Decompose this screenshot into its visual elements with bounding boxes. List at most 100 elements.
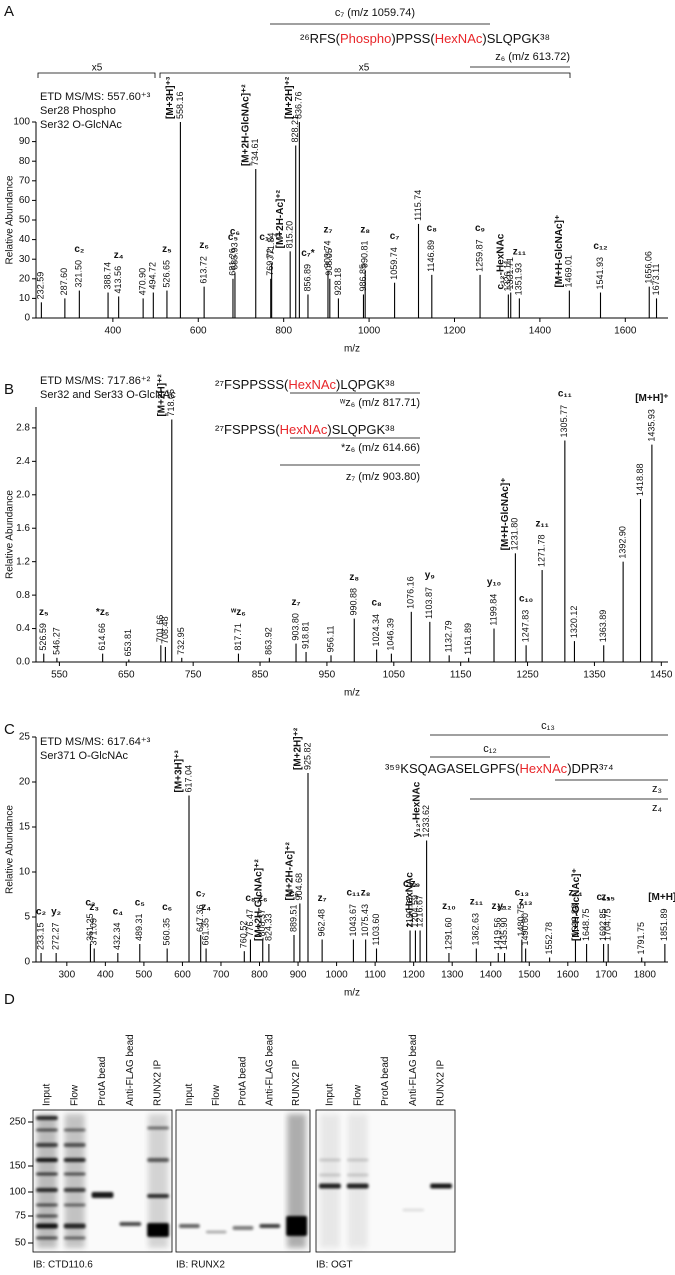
band: [147, 1223, 169, 1237]
ion-label: c₉: [475, 223, 485, 234]
peak-label: 232.59: [36, 272, 46, 300]
lane-label: RUNX2 IP: [436, 1060, 447, 1106]
peak-label: 776.47: [245, 909, 255, 937]
band: [147, 1194, 169, 1198]
x-tick-label: 1200: [403, 970, 426, 981]
peak-label: 1362.63: [471, 913, 481, 946]
x-tick-label: 700: [213, 970, 230, 981]
sequence-part: )DPR³⁷⁴: [567, 761, 613, 776]
ion-label: z₁₀: [442, 901, 456, 912]
peak-label: 734.61: [250, 139, 260, 167]
peak-label: 817.71: [233, 623, 243, 651]
y-axis-label: Relative Abundance: [5, 490, 16, 579]
ion-label: z₁₃: [519, 897, 533, 908]
band: [63, 1143, 86, 1147]
ion-label: [M+2H-Ac]⁺²: [275, 189, 286, 248]
y-tick-label: 15: [19, 822, 31, 833]
blot-caption: IB: CTD110.6: [33, 1260, 93, 1271]
peak-label: 1199.84: [488, 594, 498, 626]
marker-label: 150: [9, 1161, 26, 1172]
y-tick-label: 80: [19, 156, 31, 167]
peak-label: 962.48: [317, 909, 327, 937]
y-tick-label: 50: [19, 215, 31, 226]
peak-label: 1435.90: [499, 917, 509, 950]
ion-label: c₇: [196, 888, 206, 899]
peak-label: 856.89: [302, 264, 312, 292]
sequence-part: ²⁷FSPPSS(: [215, 422, 280, 437]
ion-label: y₉: [425, 570, 435, 581]
peak-label: 718.05: [166, 389, 176, 417]
peak-label: 287.60: [59, 268, 69, 296]
peak-label: 361.25: [85, 913, 95, 941]
y-tick-label: 5: [24, 912, 30, 923]
band: [286, 1216, 307, 1236]
ion-label: y₁₀: [487, 577, 501, 588]
y-tick-label: 25: [19, 732, 31, 743]
x-tick-label: 500: [136, 970, 153, 981]
peak-label: 1161.89: [463, 623, 473, 655]
peak-label: 614.66: [97, 623, 107, 651]
sequence-part: HexNAc: [288, 377, 336, 392]
x-tick-label: 950: [319, 670, 336, 681]
band: [430, 1183, 452, 1189]
ion-label: [M+H]⁺: [635, 393, 668, 404]
peak-label: 1076.16: [406, 576, 416, 609]
ion-label: c₁₂⁺²: [259, 232, 282, 243]
peak-label: 1132.79: [444, 620, 454, 652]
fragment-label: z₇ (m/z 903.80): [346, 471, 420, 483]
peak-label: 1233.62: [421, 805, 431, 838]
peak-label: 928.18: [333, 268, 343, 296]
band: [63, 1236, 86, 1240]
peak-label: 986.85: [358, 264, 368, 292]
ion-label: [M+3H]⁺³: [165, 76, 176, 119]
note: Ser32 and Ser33 O-GlcNAc: [40, 389, 176, 401]
ion-label: c₂: [74, 244, 84, 255]
y-tick-label: 100: [13, 117, 30, 128]
ion-label: z₆: [199, 240, 209, 251]
scale-label: x5: [359, 63, 370, 74]
band: [36, 1188, 58, 1192]
peak-label: 526.59: [38, 623, 48, 651]
peak-label: 1351.93: [514, 263, 524, 296]
peak-label: 1190.67: [404, 896, 414, 928]
x-tick-label: 1050: [383, 670, 406, 681]
ion-label: c₈: [427, 223, 438, 234]
x-axis-label: m/z: [344, 344, 360, 355]
ion-label: z₁₄: [569, 888, 583, 899]
x-tick-label: 300: [58, 970, 75, 981]
peak-label: 494.72: [148, 262, 158, 290]
ion-label: c₁₅: [596, 892, 611, 903]
x-tick-label: 1300: [441, 970, 464, 981]
panel-label: A: [4, 3, 14, 20]
x-tick-label: 750: [185, 670, 202, 681]
peak-label: 1024.34: [371, 614, 381, 647]
peak-label: 1231.80: [510, 518, 520, 551]
x-tick-label: 600: [174, 970, 191, 981]
ion-label: [M+2H-Ac]⁺²: [284, 841, 295, 900]
peak-label: 1791.75: [636, 922, 646, 955]
ion-label: z₇: [292, 597, 301, 608]
y-tick-label: 60: [19, 195, 31, 206]
band: [319, 1173, 341, 1177]
lane-label: ProtA bead: [238, 1057, 249, 1106]
ion-label: z₉: [411, 879, 421, 890]
ion-label: ʷz₆: [230, 607, 246, 618]
sequence: ³⁵⁹KSQAGASELGPFS(HexNAc)DPR³⁷⁴: [385, 761, 614, 776]
band: [91, 1192, 114, 1198]
x-tick-label: 400: [97, 970, 114, 981]
ion-label: z₈: [361, 888, 371, 899]
peak-label: 904.68: [294, 873, 304, 901]
peak-label: 321.50: [74, 260, 84, 288]
ion-label: c₁₃: [515, 888, 530, 899]
ion-label: c₇: [390, 231, 400, 242]
peak-label: 760.52: [239, 921, 249, 949]
band: [319, 1183, 341, 1189]
peak-label: 1851.89: [659, 908, 669, 941]
sequence-part: )SLQPGK³⁸: [327, 422, 395, 437]
ion-label: c₂: [36, 906, 46, 917]
peak-label: 613.72: [199, 256, 209, 284]
y-tick-label: 1.6: [16, 523, 30, 534]
band: [346, 1158, 369, 1162]
peak-label: 558.16: [175, 91, 185, 119]
